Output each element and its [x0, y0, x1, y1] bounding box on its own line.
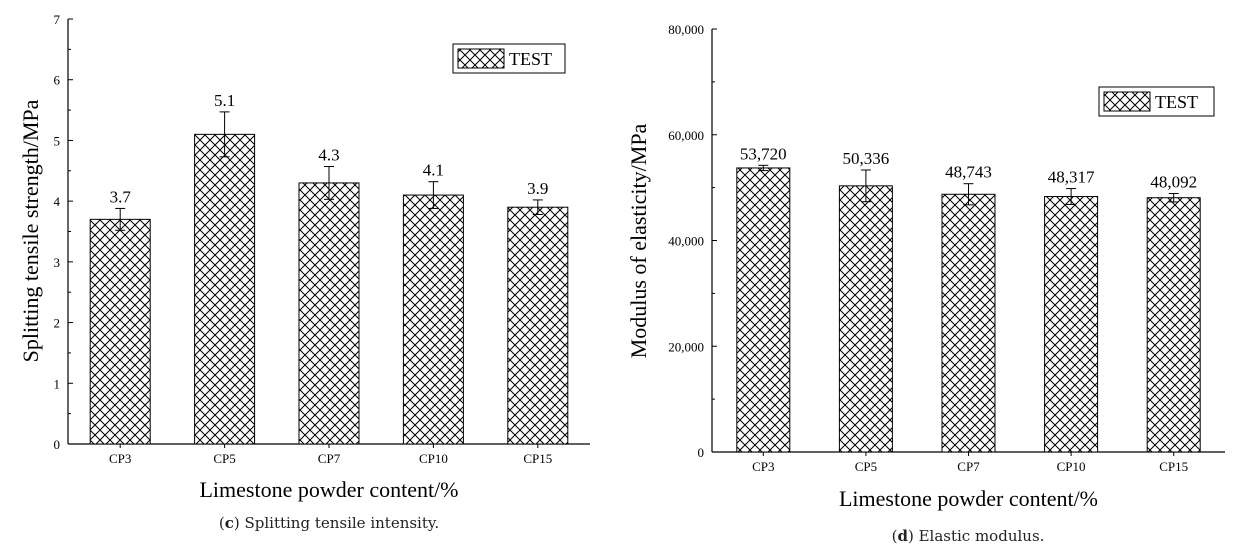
- data-label: 48,317: [1048, 168, 1095, 187]
- data-label: 5.1: [214, 91, 235, 110]
- data-label: 3.7: [110, 187, 132, 206]
- y-tick-label: 0: [698, 445, 705, 460]
- x-axis-label: Limestone powder content/%: [839, 486, 1098, 511]
- caption-text: Splitting tensile intensity.: [240, 514, 439, 532]
- x-tick-label: CP5: [855, 459, 877, 474]
- bar: [1044, 196, 1099, 453]
- caption-paren-open: (: [219, 514, 225, 532]
- x-tick-label: CP3: [752, 459, 774, 474]
- caption-text: Elastic modulus.: [914, 527, 1045, 545]
- bar: [736, 167, 791, 453]
- caption-letter: c: [225, 514, 234, 532]
- caption-paren-close: ): [234, 514, 240, 532]
- legend-swatch: [457, 48, 505, 69]
- figure-caption: (c) Splitting tensile intensity.: [219, 514, 439, 532]
- caption-paren-close: ): [908, 527, 914, 545]
- bar: [838, 185, 893, 453]
- y-tick-label: 20,000: [668, 339, 704, 354]
- x-tick-label: CP5: [213, 451, 235, 466]
- x-tick-label: CP10: [419, 451, 448, 466]
- data-label: 50,336: [843, 149, 890, 168]
- data-label: 4.3: [318, 146, 339, 165]
- y-tick-label: 80,000: [668, 22, 704, 37]
- y-axis-label: Splitting tensile strength/MPa: [18, 99, 43, 362]
- y-tick-label: 5: [54, 133, 61, 148]
- caption-paren-open: (: [892, 527, 898, 545]
- legend-label: TEST: [1155, 92, 1198, 112]
- data-label: 53,720: [740, 144, 787, 163]
- bar: [1146, 197, 1201, 453]
- data-label: 48,092: [1150, 172, 1197, 191]
- bar: [507, 206, 569, 445]
- chart-panel-d: 0 20,000 40,000 60,000 80,000 53,720 CP3 50,336…: [626, 22, 1225, 545]
- y-tick-label: 60,000: [668, 128, 704, 143]
- figure-caption: (d) Elastic modulus.: [892, 527, 1045, 545]
- caption-letter: d: [897, 527, 908, 545]
- y-axis-label: Modulus of elasticity/MPa: [626, 123, 651, 358]
- x-tick-label: CP7: [318, 451, 341, 466]
- bar: [298, 182, 360, 445]
- y-tick-label: 2: [54, 316, 61, 331]
- bar: [402, 194, 464, 445]
- chart-panel-c: 0 1 2 3 4 5 6 7 3.7 CP3 5.1 CP5 4.3 CP7 4.1 CP10 3.9 CP15…: [18, 12, 590, 532]
- y-tick-label: 1: [54, 376, 61, 391]
- bar: [941, 193, 996, 453]
- y-tick-label: 6: [54, 73, 61, 88]
- x-axis-label: Limestone powder content/%: [199, 477, 458, 502]
- legend-label: TEST: [509, 49, 552, 69]
- data-label: 4.1: [423, 161, 444, 180]
- x-tick-label: CP10: [1057, 459, 1086, 474]
- x-tick-label: CP15: [1159, 459, 1188, 474]
- x-tick-label: CP7: [957, 459, 980, 474]
- bar: [89, 218, 151, 445]
- x-tick-label: CP3: [109, 451, 131, 466]
- data-label: 3.9: [527, 179, 548, 198]
- bar: [194, 133, 256, 445]
- y-tick-label: 4: [54, 194, 61, 209]
- y-tick-label: 0: [54, 437, 61, 452]
- legend: TEST: [1098, 86, 1215, 117]
- data-label: 48,743: [945, 163, 992, 182]
- x-tick-label: CP15: [523, 451, 552, 466]
- y-tick-label: 3: [54, 255, 61, 270]
- y-tick-label: 7: [54, 12, 61, 27]
- legend: TEST: [452, 43, 566, 74]
- y-tick-label: 40,000: [668, 234, 704, 249]
- legend-swatch: [1103, 91, 1151, 112]
